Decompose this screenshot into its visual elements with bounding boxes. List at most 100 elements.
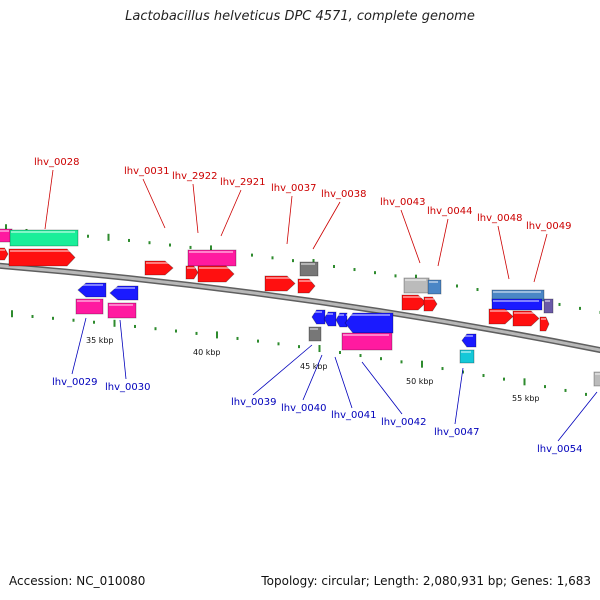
gene-leader-line (437, 218, 449, 267)
gene-block (77, 282, 107, 298)
gene-block (401, 294, 427, 311)
gene-highlight (405, 279, 426, 281)
gene-shape (593, 371, 600, 387)
tick-mark-inner (482, 374, 485, 378)
gene-lhv-0038 (297, 278, 316, 294)
tick-mark-inner (154, 327, 157, 331)
tick-mark-outer (292, 259, 294, 263)
gene-block (299, 261, 319, 277)
gene-highlight (10, 250, 72, 252)
gene-lhv-0049 (539, 316, 550, 332)
tick-mark-inner (11, 310, 13, 318)
gene-block (427, 279, 442, 295)
gene-leader-line (361, 361, 403, 415)
gene-highlight (325, 313, 333, 315)
tick-mark-outer (579, 306, 581, 310)
gene-highlight (343, 334, 389, 336)
gene-lhv-2921 (197, 265, 235, 283)
gene-lhv-0040 (308, 326, 322, 342)
tick-mark-outer (210, 245, 212, 253)
gene-shape (299, 261, 319, 277)
gene-label-lhv-2921: lhv_2921 (220, 177, 265, 188)
gene-shape (0, 247, 9, 261)
gene-label-lhv-0039: lhv_0039 (231, 397, 276, 408)
gene-label-lhv-0043: lhv_0043 (380, 197, 425, 208)
gene-shape (512, 310, 540, 327)
gene-highlight (346, 314, 390, 316)
tick-mark-outer (189, 245, 192, 249)
tick-mark-outer (271, 256, 274, 260)
gene-shape (308, 326, 322, 342)
gene-highlight (111, 287, 135, 289)
gene-leader-line (334, 356, 353, 409)
gene-shape (341, 332, 393, 351)
gene-lhv-0037 (264, 275, 296, 292)
gene-shape (323, 311, 337, 327)
gene-label-lhv-2922: lhv_2922 (172, 171, 217, 182)
tick-mark-outer (353, 268, 356, 272)
gene-highlight (514, 312, 536, 314)
tick-mark-outer (5, 224, 7, 232)
gene-highlight (493, 300, 539, 302)
gene-label-lhv-0049: lhv_0049 (526, 221, 571, 232)
gene-lhv-0042 (341, 332, 393, 351)
gene-lhv-0043 (403, 277, 430, 294)
tick-mark-inner (564, 388, 567, 392)
gene-block (461, 333, 477, 348)
gene-lhv-0031 (144, 260, 174, 276)
gene-block (185, 265, 199, 280)
gene-leader-line (71, 317, 87, 375)
gene-highlight (490, 310, 510, 312)
gene-block (8, 248, 76, 267)
gene-leader-line (44, 169, 54, 230)
kbp-tick-label: 55 kbp (512, 394, 540, 403)
gene-label-lhv-0040: lhv_0040 (281, 403, 326, 414)
gene-lhv-0041 (344, 312, 394, 334)
gene-label-lhv-0054: lhv_0054 (537, 444, 582, 455)
gene-leader-line (252, 344, 313, 396)
gene-highlight (403, 296, 423, 298)
gene-shape (427, 279, 442, 295)
gene-label-lhv-0048: lhv_0048 (477, 213, 522, 224)
gene-shape (264, 275, 296, 292)
tick-mark-inner (134, 324, 136, 328)
gene-shape (423, 296, 438, 312)
gene-highlight (595, 373, 600, 375)
gene-lhv-0028 (9, 229, 79, 247)
tick-mark-inner (318, 345, 321, 353)
gene-shape (401, 294, 427, 311)
tick-mark-inner (72, 318, 75, 322)
tick-mark-inner (380, 357, 382, 361)
gene-block (0, 247, 9, 261)
gene-highlight (337, 314, 344, 316)
gene-highlight (541, 318, 546, 320)
tick-mark-inner (421, 360, 423, 368)
kbp-tick-label: 40 kbp (193, 348, 221, 357)
tick-mark-inner (585, 392, 587, 396)
tick-mark-inner (277, 342, 280, 346)
gene-lhv-0029 (75, 298, 104, 315)
gene-highlight (199, 267, 231, 269)
gene-leader-line (286, 195, 293, 245)
gene-highlight (545, 300, 550, 302)
tick-mark-inner (31, 314, 34, 318)
gene-highlight (109, 304, 133, 306)
gene-leader-line (220, 189, 242, 237)
gene-shape (77, 282, 107, 298)
gene-label-lhv-0042: lhv_0042 (381, 417, 426, 428)
gene-shape (185, 265, 199, 280)
gene-highlight (461, 351, 471, 353)
gene-leader-line (533, 233, 548, 283)
gene-label-lhv-0030: lhv_0030 (105, 382, 150, 393)
gene-lhv-0044 (423, 296, 438, 312)
gene-highlight (79, 284, 103, 286)
gene-lhv-0054 (593, 371, 600, 387)
tick-mark-inner (441, 367, 444, 371)
gene-shape (187, 249, 237, 267)
gene-shape (311, 309, 326, 325)
gene-shape (109, 285, 139, 301)
gene-highlight (463, 335, 473, 337)
gene-highlight (425, 298, 434, 300)
accession-text: Accession: NC_010080 (9, 574, 146, 588)
gene-shape (197, 265, 235, 283)
